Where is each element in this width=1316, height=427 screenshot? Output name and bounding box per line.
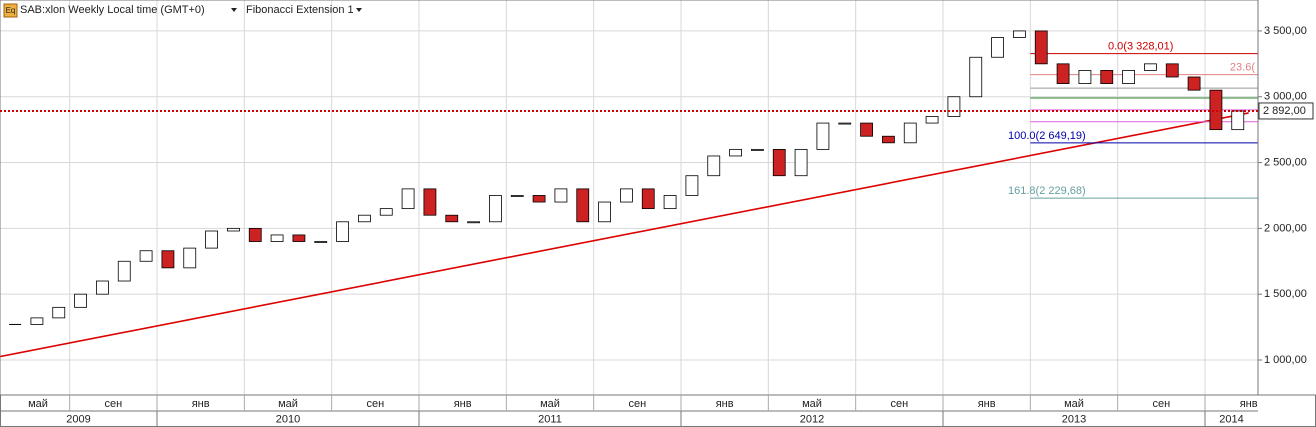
candle [358, 214, 371, 223]
candle [1209, 89, 1223, 131]
year-label: 2009 [66, 413, 90, 425]
candle [161, 250, 175, 269]
x-tick-label: май [1064, 398, 1084, 410]
dropdown-arrow[interactable] [356, 8, 362, 12]
fib-label: 0.0(3 328,01) [1108, 40, 1173, 52]
candle [336, 221, 349, 242]
chart-subtitle[interactable]: Fibonacci Extension 1 [246, 4, 354, 16]
x-tick-label: сен [1152, 398, 1170, 410]
x-tick-label: янв [192, 398, 210, 410]
fib-label: 23.6( [1230, 62, 1255, 74]
icon-label: Eq [6, 6, 16, 15]
candle [117, 260, 131, 282]
x-tick-label: май [540, 398, 560, 410]
candle [74, 293, 87, 308]
y-tick-label: 1 500,00 [1264, 288, 1307, 300]
candle [838, 122, 852, 125]
icon[interactable] [3, 3, 18, 18]
candle [707, 155, 721, 177]
x-tick-label: янв [978, 398, 996, 410]
candle [882, 135, 895, 144]
candle [205, 230, 218, 249]
y-tick-label: 2 000,00 [1264, 222, 1307, 234]
candle [445, 214, 459, 223]
candle [1122, 70, 1135, 84]
candle [816, 122, 830, 150]
candle [270, 234, 284, 242]
candle [1100, 70, 1114, 84]
candle [248, 227, 262, 242]
year-label: 2012 [800, 413, 824, 425]
x-tick-label: сен [890, 398, 908, 410]
candle [1165, 63, 1179, 78]
candle [947, 96, 961, 117]
candle [1034, 30, 1048, 65]
candle [1013, 30, 1026, 38]
candle [598, 201, 611, 223]
candle [1078, 70, 1092, 84]
candle [532, 195, 546, 203]
y-tick-label: 3 000,00 [1264, 91, 1307, 103]
x-tick-label: янв [716, 398, 734, 410]
trend-line [0, 112, 1249, 358]
candle [30, 317, 44, 325]
candle [794, 148, 808, 177]
candle [729, 148, 742, 157]
candle [751, 148, 764, 151]
x-tick-label: сен [366, 398, 384, 410]
candle [423, 188, 437, 216]
candle [903, 122, 917, 144]
candle [641, 188, 655, 210]
x-tick-label: май [28, 398, 48, 410]
candle [991, 37, 1004, 58]
candle [510, 195, 524, 197]
candle [1231, 110, 1245, 131]
candle [969, 56, 983, 98]
candle [183, 247, 197, 269]
dropdown-arrow[interactable] [231, 8, 237, 12]
y-tick-label: 1 000,00 [1264, 354, 1307, 366]
candle [292, 234, 306, 242]
candle [554, 188, 568, 203]
candle [685, 175, 699, 196]
x-tick-label: сен [104, 398, 122, 410]
candle [925, 116, 939, 124]
candle [139, 250, 153, 262]
year-label: 2010 [276, 413, 300, 425]
candle [227, 227, 240, 232]
y-tick-label: 2 500,00 [1264, 156, 1307, 168]
x-tick-label: янв [1240, 398, 1258, 410]
candle [401, 188, 415, 210]
candle [772, 148, 786, 177]
fib-label: 161.8(2 229,68) [1008, 185, 1086, 197]
candle [52, 306, 66, 319]
last-price-label: 2 892,00 [1263, 105, 1306, 117]
candle [1187, 76, 1201, 91]
candle [860, 122, 873, 137]
x-tick-label: май [802, 398, 822, 410]
candle [379, 208, 393, 216]
x-tick-label: сен [628, 398, 646, 410]
candle [489, 195, 502, 223]
year-label: 2013 [1062, 413, 1086, 425]
candle [576, 188, 590, 223]
fib-label: 100.0(2 649,19) [1008, 130, 1086, 142]
y-tick-label: 3 500,00 [1264, 25, 1307, 37]
candle [314, 241, 328, 243]
year-label: 2014 [1219, 413, 1243, 425]
candle [1144, 63, 1157, 71]
candle [1056, 63, 1070, 84]
chart-title[interactable]: SAB:xlon Weekly Local time (GMT+0) [20, 4, 205, 16]
x-tick-label: янв [454, 398, 472, 410]
candle [467, 221, 480, 224]
x-tick-label: май [278, 398, 298, 410]
year-label: 2011 [538, 413, 562, 425]
candle [96, 280, 109, 295]
candle [663, 195, 677, 210]
last-price-box [1258, 102, 1314, 120]
candle [620, 188, 633, 203]
